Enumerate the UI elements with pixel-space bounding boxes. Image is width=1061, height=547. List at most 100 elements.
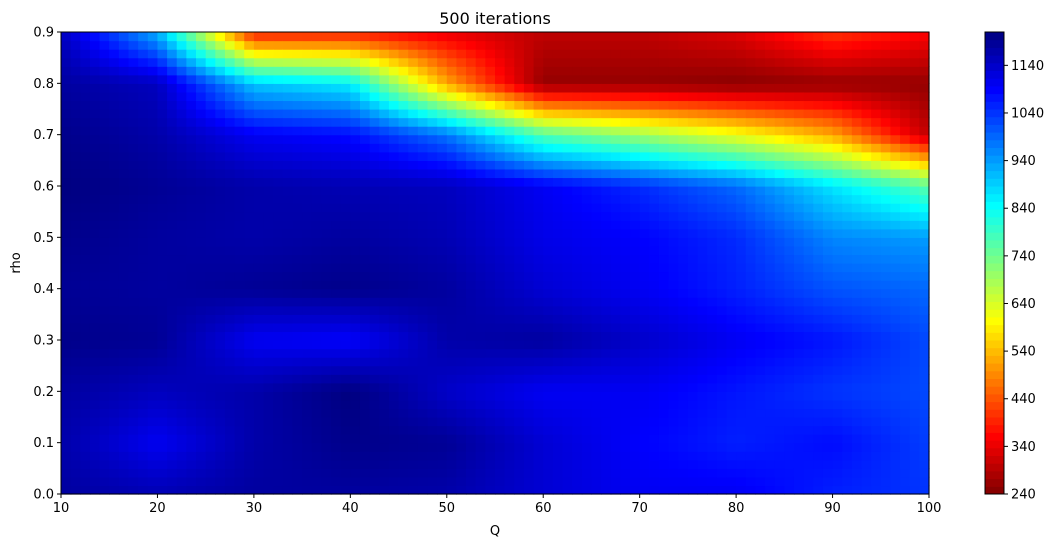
contour-cell	[707, 280, 718, 290]
contour-cell	[475, 100, 486, 110]
contour-cell	[167, 91, 178, 102]
contour-cell	[128, 348, 139, 358]
contour-cell	[273, 91, 284, 102]
contour-cell	[244, 391, 255, 401]
contour-cell	[205, 228, 216, 238]
contour-cell	[630, 83, 641, 93]
contour-cell	[562, 485, 573, 495]
contour-cell	[359, 468, 371, 478]
contour-cell	[475, 399, 486, 410]
contour-cell	[282, 451, 294, 461]
contour-cell	[687, 168, 699, 179]
contour-cell	[880, 117, 892, 127]
contour-cell	[793, 186, 805, 196]
contour-cell	[668, 168, 679, 179]
contour-cell	[359, 160, 371, 170]
contour-cell	[822, 160, 834, 170]
contour-cell	[186, 331, 197, 341]
contour-cell	[244, 245, 255, 256]
contour-cell	[157, 177, 168, 187]
contour-cell	[186, 134, 197, 144]
contour-cell	[562, 117, 573, 127]
contour-cell	[736, 186, 747, 196]
contour-cell	[321, 126, 332, 136]
contour-cell	[302, 254, 313, 264]
contour-cell	[890, 203, 901, 213]
contour-cell	[61, 228, 72, 238]
contour-cell	[446, 254, 458, 264]
contour-cell	[253, 305, 265, 315]
contour-cell	[157, 126, 168, 136]
contour-cell	[282, 417, 294, 427]
contour-cell	[552, 288, 564, 298]
contour-cell	[514, 451, 525, 461]
contour-cell	[495, 391, 506, 401]
contour-cell	[302, 91, 313, 102]
contour-cell	[263, 117, 274, 127]
contour-cell	[880, 211, 892, 221]
contour-cell	[871, 83, 882, 93]
contour-cell	[157, 280, 168, 290]
contour-cell	[601, 434, 612, 444]
contour-cell	[215, 74, 226, 84]
contour-cell	[697, 365, 708, 375]
contour-cell	[398, 374, 409, 384]
contour-cell	[610, 151, 621, 161]
contour-cell	[292, 459, 303, 469]
contour-cell	[157, 254, 168, 264]
contour-cell	[99, 134, 110, 144]
contour-cell	[128, 297, 139, 307]
contour-cell	[668, 160, 679, 170]
contour-cell	[620, 91, 631, 102]
contour-cell	[784, 476, 795, 487]
contour-cell	[562, 425, 573, 435]
contour-cell	[147, 203, 159, 213]
contour-cell	[707, 203, 718, 213]
contour-cell	[504, 117, 515, 127]
contour-cell	[533, 194, 544, 204]
contour-cell	[321, 280, 332, 290]
contour-cell	[552, 109, 564, 119]
contour-cell	[167, 314, 178, 324]
contour-cell	[504, 66, 515, 76]
contour-cell	[784, 117, 795, 127]
contour-cell	[919, 331, 930, 341]
contour-cell	[649, 151, 660, 161]
contour-cell	[736, 442, 747, 452]
contour-cell	[99, 365, 110, 375]
contour-cell	[398, 74, 409, 84]
contour-cell	[736, 126, 747, 136]
contour-cell	[408, 211, 419, 221]
contour-cell	[861, 434, 872, 444]
contour-cell	[832, 434, 843, 444]
contour-cell	[842, 100, 853, 110]
contour-cell	[562, 280, 573, 290]
contour-cell	[215, 280, 226, 290]
contour-cell	[658, 451, 670, 461]
contour-cell	[658, 74, 670, 84]
contour-cell	[350, 434, 361, 444]
contour-cell	[118, 245, 130, 256]
contour-cell	[726, 109, 737, 119]
contour-cell	[533, 485, 544, 495]
contour-cell	[736, 434, 747, 444]
contour-cell	[620, 134, 631, 144]
contour-cell	[591, 177, 602, 187]
contour-cell	[726, 340, 737, 350]
contour-cell	[630, 66, 641, 76]
contour-cell	[813, 425, 824, 435]
contour-cell	[495, 314, 506, 324]
contour-cell	[80, 399, 91, 410]
contour-cell	[745, 417, 756, 427]
contour-cell	[456, 186, 467, 196]
contour-cell	[398, 288, 409, 298]
contour-cell	[890, 314, 901, 324]
contour-cell	[687, 160, 699, 170]
contour-cell	[379, 211, 390, 221]
contour-cell	[620, 211, 631, 221]
contour-cell	[514, 374, 525, 384]
contour-cell	[813, 271, 824, 281]
contour-cell	[485, 408, 496, 418]
contour-cell	[446, 365, 458, 375]
contour-cell	[128, 151, 139, 161]
